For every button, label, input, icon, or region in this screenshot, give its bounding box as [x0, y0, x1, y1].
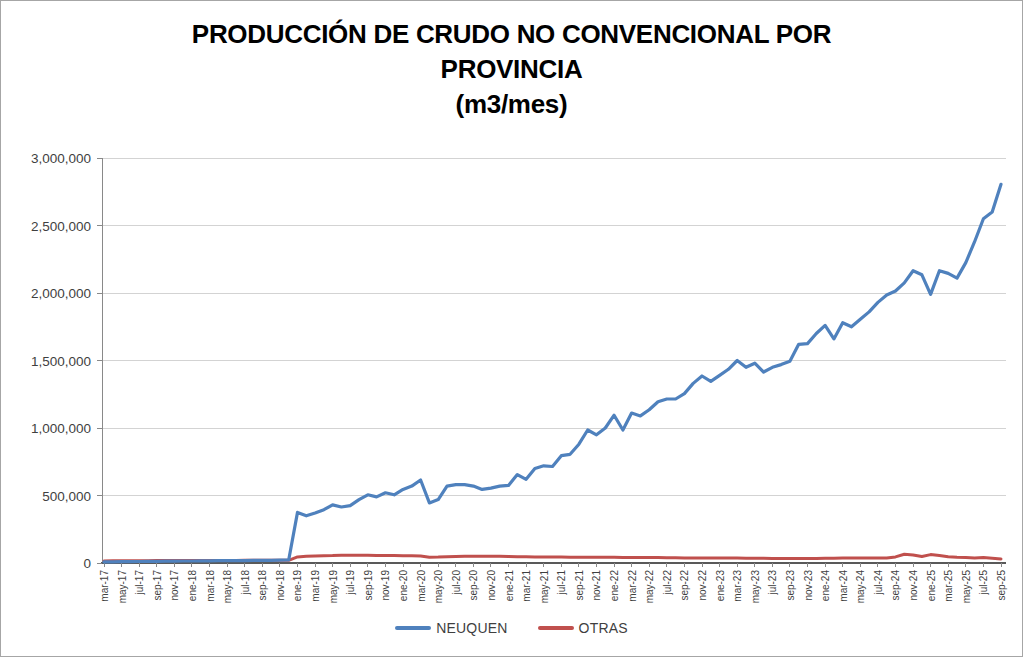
- svg-text:ene-19: ene-19: [292, 570, 303, 602]
- svg-text:3,000,000: 3,000,000: [31, 151, 91, 166]
- svg-text:may-25: may-25: [961, 570, 972, 604]
- svg-text:jul-23: jul-23: [767, 570, 778, 596]
- svg-text:mar-22: mar-22: [627, 570, 638, 602]
- svg-text:nov-22: nov-22: [697, 570, 708, 601]
- svg-text:may-23: may-23: [750, 570, 761, 604]
- svg-text:1,000,000: 1,000,000: [31, 421, 91, 436]
- svg-text:mar-21: mar-21: [521, 570, 532, 602]
- svg-text:may-18: may-18: [222, 570, 233, 604]
- svg-text:sep-20: sep-20: [468, 570, 479, 601]
- svg-text:sep-19: sep-19: [363, 570, 374, 601]
- svg-text:0: 0: [83, 556, 91, 571]
- svg-text:may-17: may-17: [117, 570, 128, 604]
- svg-text:jul-18: jul-18: [240, 570, 251, 596]
- legend-label-neuquen: NEUQUEN: [436, 620, 507, 636]
- otras-line-swatch: [538, 626, 574, 630]
- svg-text:jul-20: jul-20: [451, 570, 462, 596]
- svg-text:jul-21: jul-21: [556, 570, 567, 596]
- chart-legend: NEUQUEN OTRAS: [1, 620, 1022, 636]
- svg-text:nov-19: nov-19: [380, 570, 391, 601]
- svg-text:2,500,000: 2,500,000: [31, 219, 91, 234]
- svg-text:jul-22: jul-22: [662, 570, 673, 596]
- svg-text:ene-22: ene-22: [609, 570, 620, 602]
- neuquen-line-swatch: [395, 626, 431, 630]
- svg-text:may-22: may-22: [644, 570, 655, 604]
- svg-text:mar-24: mar-24: [838, 570, 849, 602]
- svg-text:mar-23: mar-23: [732, 570, 743, 602]
- svg-text:jul-25: jul-25: [978, 570, 989, 596]
- svg-text:mar-25: mar-25: [943, 570, 954, 602]
- svg-text:jul-24: jul-24: [873, 570, 884, 596]
- svg-text:ene-23: ene-23: [715, 570, 726, 602]
- chart-frame: PRODUCCIÓN DE CRUDO NO CONVENCIONAL POR …: [0, 0, 1023, 657]
- legend-label-otras: OTRAS: [579, 620, 628, 636]
- svg-text:jul-19: jul-19: [345, 570, 356, 596]
- svg-text:mar-18: mar-18: [205, 570, 216, 602]
- production-line-chart: 0 500,000 1,000,000 1,500,000 2,000,000 2,500…: [1, 1, 1023, 657]
- legend-item-otras: OTRAS: [538, 620, 628, 636]
- svg-text:may-21: may-21: [539, 570, 550, 604]
- svg-text:nov-20: nov-20: [486, 570, 497, 601]
- svg-text:nov-18: nov-18: [275, 570, 286, 601]
- svg-text:ene-24: ene-24: [820, 570, 831, 602]
- svg-text:sep-22: sep-22: [679, 570, 690, 601]
- svg-text:ene-21: ene-21: [504, 570, 515, 602]
- svg-text:sep-21: sep-21: [574, 570, 585, 601]
- svg-text:may-20: may-20: [433, 570, 444, 604]
- svg-text:sep-18: sep-18: [257, 570, 268, 601]
- svg-text:1,500,000: 1,500,000: [31, 354, 91, 369]
- legend-item-neuquen: NEUQUEN: [395, 620, 507, 636]
- svg-text:mar-19: mar-19: [310, 570, 321, 602]
- svg-text:sep-17: sep-17: [152, 570, 163, 601]
- svg-text:mar-17: mar-17: [99, 570, 110, 602]
- svg-text:mar-20: mar-20: [416, 570, 427, 602]
- svg-text:may-24: may-24: [855, 570, 866, 604]
- svg-text:may-19: may-19: [328, 570, 339, 604]
- svg-text:nov-24: nov-24: [908, 570, 919, 601]
- svg-text:nov-21: nov-21: [591, 570, 602, 601]
- svg-text:sep-23: sep-23: [785, 570, 796, 601]
- svg-text:nov-23: nov-23: [803, 570, 814, 601]
- svg-text:ene-20: ene-20: [398, 570, 409, 602]
- svg-text:ene-25: ene-25: [926, 570, 937, 602]
- svg-text:sep-25: sep-25: [996, 570, 1007, 601]
- svg-text:2,000,000: 2,000,000: [31, 286, 91, 301]
- svg-text:500,000: 500,000: [42, 489, 91, 504]
- svg-text:jul-17: jul-17: [134, 570, 145, 596]
- svg-text:sep-24: sep-24: [890, 570, 901, 601]
- svg-text:ene-18: ene-18: [187, 570, 198, 602]
- svg-text:nov-17: nov-17: [169, 570, 180, 601]
